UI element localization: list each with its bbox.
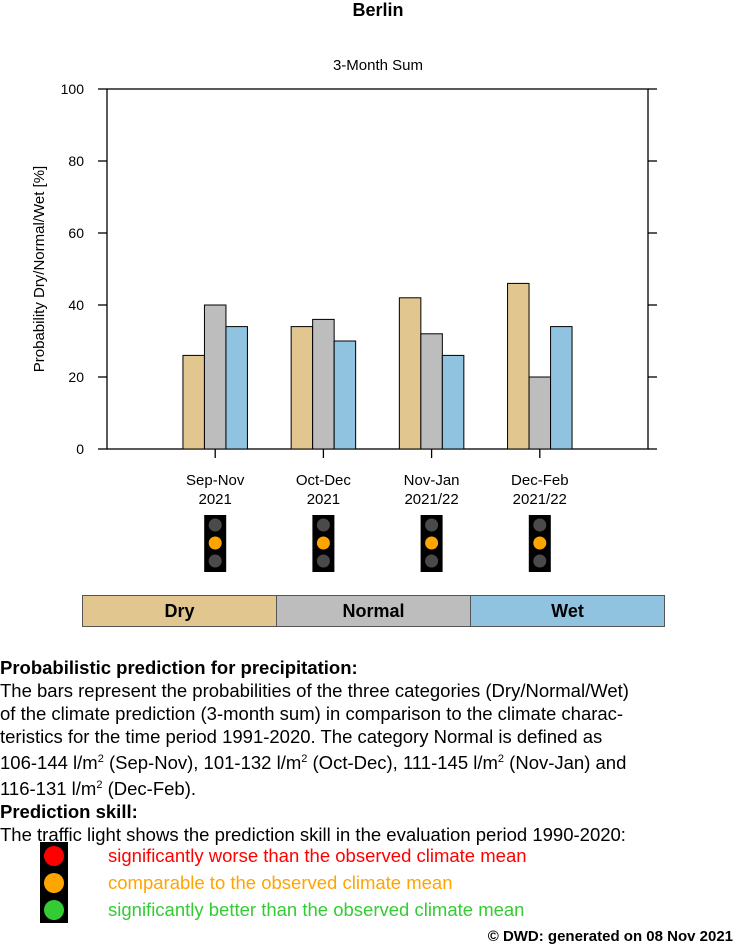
description: Probabilistic prediction for precipitati… (0, 656, 737, 846)
skill-legend: significantly worse than the observed cl… (40, 842, 527, 923)
traffic-lights (204, 515, 551, 572)
legend-wet: Wet (471, 596, 664, 626)
skill-row-worse: significantly worse than the observed cl… (40, 842, 527, 869)
x-tick-label: 2021 (307, 491, 340, 508)
x-tick-label: Nov-Jan (404, 472, 460, 489)
text-segment: (Oct-Dec), 111-145 l/m (307, 752, 498, 774)
traffic-light-icon (40, 842, 68, 869)
description-line: of the climate prediction (3-month sum) … (0, 703, 624, 724)
bar-wet (550, 326, 573, 450)
bar-wet (225, 326, 248, 450)
bar-dry (507, 282, 530, 450)
skill-intro: The traffic light shows the prediction s… (0, 824, 626, 846)
y-axis-label: Probability Dry/Normal/Wet [%] (31, 166, 48, 372)
bar-dry (182, 354, 205, 450)
bar-normal (203, 304, 227, 450)
x-tick-label: Sep-Nov (186, 472, 245, 489)
chart: Berlin 3-Month Sum Probability Dry/Norma… (31, 0, 657, 572)
orange-light-icon (44, 872, 64, 893)
superscript: 2 (96, 779, 103, 792)
bar-wet (441, 354, 465, 450)
description-line: 106-144 l/m2 (Sep-Nov), 101-132 l/m2 (Oc… (0, 748, 737, 774)
x-tick-label: 2021 (199, 491, 232, 508)
x-ticks: Sep-Nov 2021 Oct-Dec 2021 Nov-Jan 2021/22 Dec-… (186, 449, 569, 508)
superscript: 2 (497, 753, 505, 765)
red-light-icon (44, 845, 64, 866)
bar-dry (398, 297, 422, 450)
description-heading: Probabilistic prediction for precipitati… (0, 657, 358, 678)
skill-better-text: significantly better than the observed c… (108, 898, 525, 920)
orange-lamp-icon (316, 536, 330, 550)
description-line: teristics for the time period 1991-2020.… (0, 726, 603, 747)
text-segment: (Sep-Nov), 101-132 l/m (103, 752, 302, 774)
bars (182, 282, 573, 450)
bar-normal (312, 318, 335, 450)
bar-normal (528, 376, 552, 450)
green-lamp-icon (316, 554, 330, 568)
bar-wet (333, 340, 357, 450)
text-segment: (Nov-Jan) and (504, 752, 627, 774)
superscript: 2 (97, 753, 104, 765)
category-legend: Dry Normal Wet (82, 595, 665, 627)
superscript: 2 (301, 753, 308, 765)
x-tick-label: Oct-Dec (296, 472, 352, 489)
y-tick-label: 40 (68, 297, 84, 313)
bar-dry (290, 326, 314, 450)
description-line: 116-131 l/m2 (Dec-Feb). (0, 774, 737, 800)
text-segment: (Dec-Feb). (102, 778, 196, 800)
red-lamp-icon (208, 518, 222, 532)
y-tick-label: 20 (68, 369, 84, 385)
red-lamp-icon (425, 518, 439, 532)
skill-worse-text: significantly worse than the observed cl… (108, 844, 527, 866)
green-lamp-icon (208, 554, 222, 568)
y-ticks: 0 20 40 60 80 100 (61, 81, 657, 457)
traffic-light-icon (40, 896, 68, 923)
y-tick-label: 0 (76, 441, 84, 457)
legend-dry: Dry (83, 596, 277, 626)
green-lamp-icon (533, 554, 547, 568)
bar-normal (420, 333, 443, 450)
chart-title: Berlin (352, 0, 403, 20)
text-segment: 106-144 l/m (0, 752, 98, 774)
text-segment: 116-131 l/m (0, 778, 97, 800)
skill-heading: Prediction skill: (0, 801, 138, 823)
y-tick-label: 100 (61, 81, 85, 97)
y-tick-label: 80 (68, 153, 84, 169)
x-tick-label: 2021/22 (404, 491, 458, 508)
x-tick-label: 2021/22 (513, 491, 567, 508)
orange-lamp-icon (208, 536, 222, 550)
skill-row-better: significantly better than the observed c… (40, 896, 527, 923)
orange-lamp-icon (425, 536, 439, 550)
chart-subtitle: 3-Month Sum (333, 57, 423, 74)
green-light-icon (44, 899, 64, 920)
traffic-light-icon (40, 869, 68, 896)
orange-lamp-icon (533, 536, 547, 550)
red-lamp-icon (533, 518, 547, 532)
description-line: The bars represent the probabilities of … (0, 680, 629, 701)
x-tick-label: Dec-Feb (511, 472, 569, 489)
skill-comparable-text: comparable to the observed climate mean (108, 871, 453, 893)
plot-frame (106, 88, 649, 450)
red-lamp-icon (316, 518, 330, 532)
legend-normal: Normal (277, 596, 471, 626)
green-lamp-icon (425, 554, 439, 568)
y-tick-label: 60 (68, 225, 84, 241)
skill-row-comparable: comparable to the observed climate mean (40, 869, 527, 896)
footer-credit: © DWD: generated on 08 Nov 2021 (487, 928, 733, 945)
